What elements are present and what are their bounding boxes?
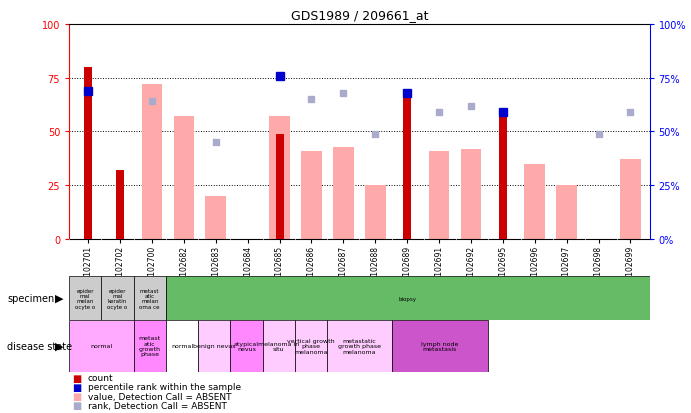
Text: normal: normal (171, 343, 193, 349)
Bar (84, 68, 92, 240)
Bar (69, 320, 133, 372)
Bar (173, 117, 194, 240)
Bar (230, 320, 263, 372)
Text: melanoma in
situ: melanoma in situ (258, 341, 299, 351)
Text: ■: ■ (73, 373, 82, 383)
Text: ▶: ▶ (55, 293, 63, 304)
Bar (263, 320, 295, 372)
Text: rank, Detection Call = ABSENT: rank, Detection Call = ABSENT (88, 401, 227, 410)
Bar (166, 277, 650, 320)
Title: GDS1989 / 209661_at: GDS1989 / 209661_at (291, 9, 428, 22)
Bar (392, 320, 489, 372)
Bar (327, 320, 392, 372)
Text: specimen: specimen (7, 293, 54, 304)
Text: lymph node
metastasis: lymph node metastasis (422, 341, 459, 351)
Bar (295, 320, 327, 372)
Bar (365, 186, 386, 240)
Bar (301, 152, 322, 240)
Text: count: count (88, 373, 113, 382)
Bar (142, 85, 162, 240)
Text: ■: ■ (73, 391, 82, 401)
Bar (133, 277, 166, 320)
Text: ■: ■ (73, 400, 82, 410)
Bar (333, 147, 354, 240)
Bar (198, 320, 230, 372)
Bar (133, 320, 166, 372)
Text: metast
atic
melan
oma ce: metast atic melan oma ce (140, 288, 160, 309)
Bar (69, 277, 102, 320)
Bar (620, 160, 641, 240)
Text: ■: ■ (73, 382, 82, 392)
Text: disease state: disease state (7, 341, 72, 351)
Bar (403, 93, 411, 240)
Bar (524, 164, 545, 240)
Text: ▶: ▶ (55, 341, 63, 351)
Bar (166, 320, 198, 372)
Bar (428, 152, 449, 240)
Bar (556, 186, 577, 240)
Bar (205, 197, 226, 240)
Bar (461, 150, 482, 240)
Text: percentile rank within the sample: percentile rank within the sample (88, 382, 241, 392)
Text: value, Detection Call = ABSENT: value, Detection Call = ABSENT (88, 392, 231, 401)
Text: epider
mal
melan
ocyte o: epider mal melan ocyte o (75, 288, 95, 309)
Text: metast
atic
growth
phase: metast atic growth phase (139, 335, 161, 356)
Text: epider
mal
keratin
ocyte o: epider mal keratin ocyte o (107, 288, 128, 309)
Bar (276, 134, 283, 240)
Text: benign nevus: benign nevus (193, 343, 236, 349)
Bar (269, 117, 290, 240)
Text: biopsy: biopsy (399, 296, 417, 301)
Bar (499, 115, 507, 240)
Text: atypical
nevus: atypical nevus (234, 341, 259, 351)
Text: vertical growth
phase
melanoma: vertical growth phase melanoma (287, 338, 334, 354)
Text: normal: normal (91, 343, 113, 349)
Bar (102, 277, 133, 320)
Bar (116, 171, 124, 240)
Text: metastatic
growth phase
melanoma: metastatic growth phase melanoma (338, 338, 381, 354)
